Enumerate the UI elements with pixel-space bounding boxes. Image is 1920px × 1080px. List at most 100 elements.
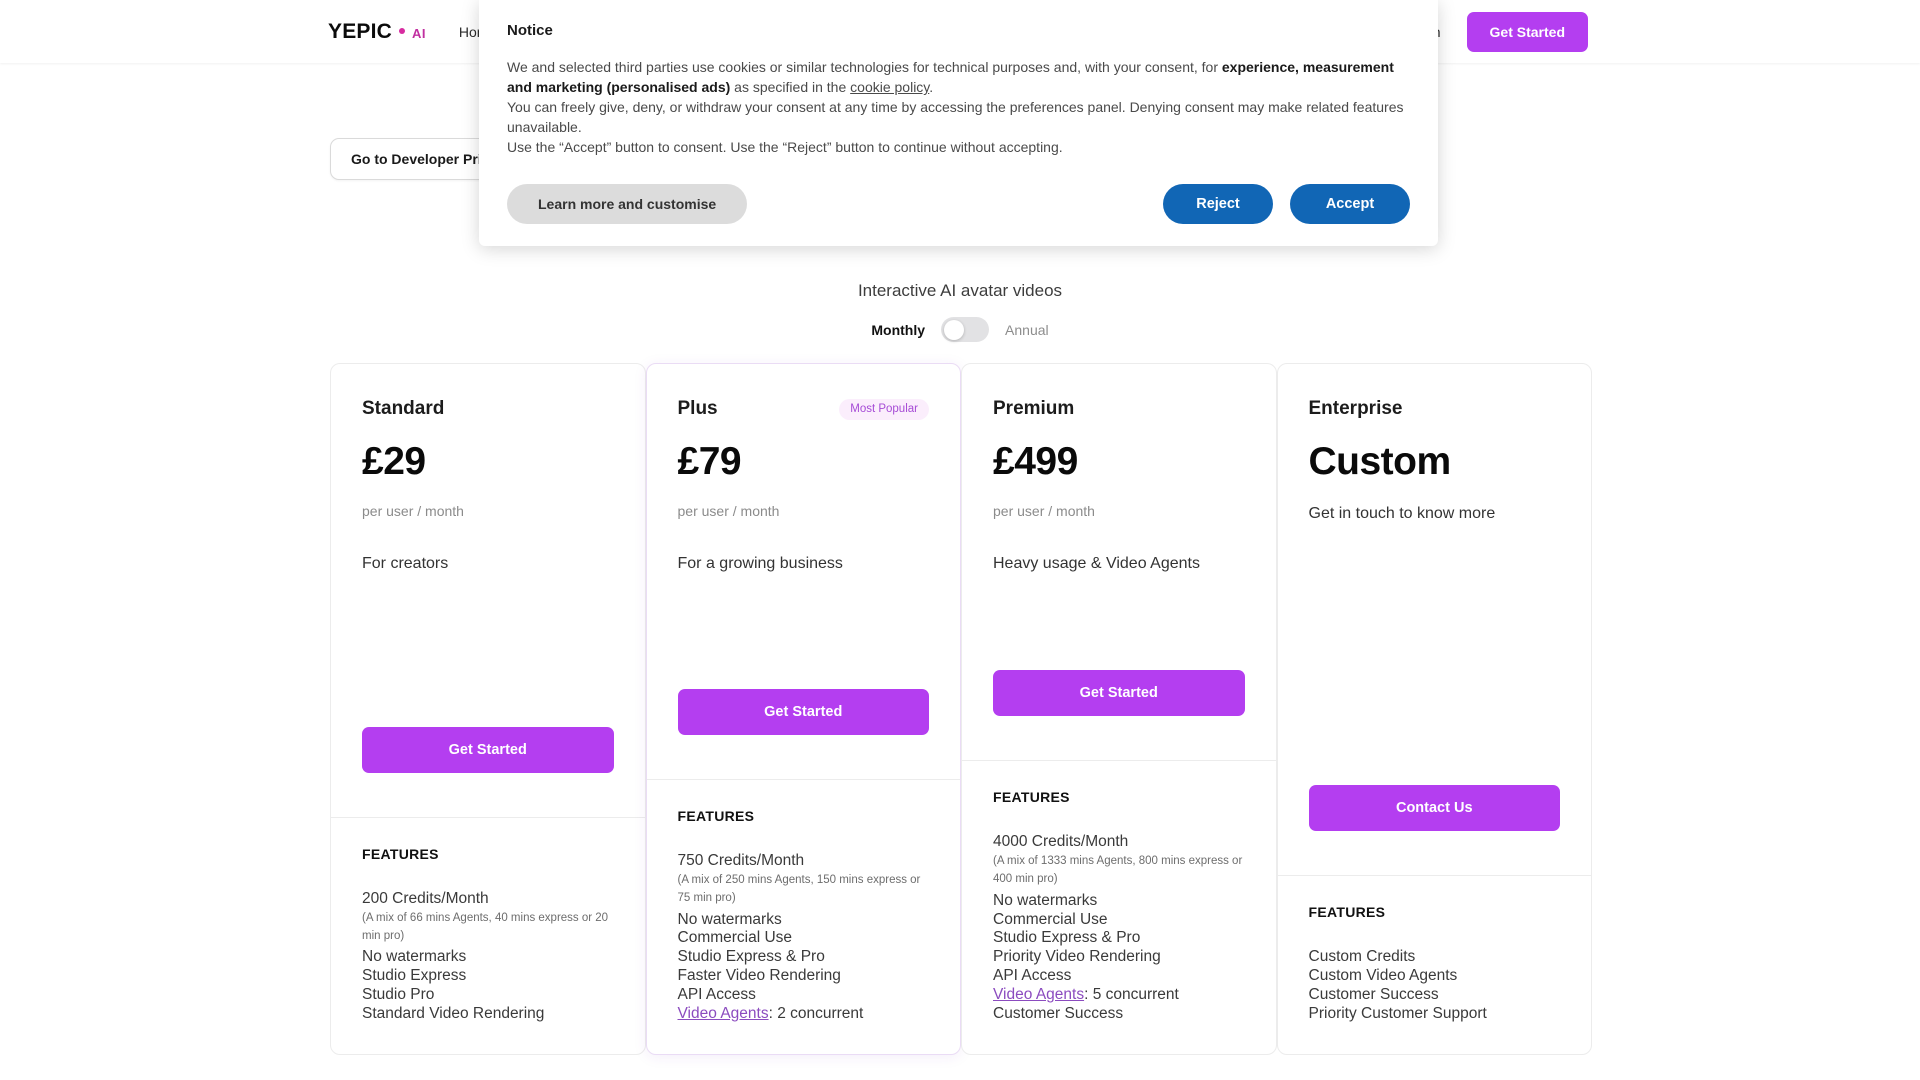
features-list: 200 Credits/Month (A mix of 66 mins Agen… bbox=[362, 890, 614, 1024]
plan-cta-button[interactable]: Contact Us bbox=[1308, 785, 1560, 832]
accept-button[interactable]: Accept bbox=[1290, 184, 1410, 225]
plan-features: FEATURES 200 Credits/Month (A mix of 66 … bbox=[331, 818, 645, 1054]
billing-toggle: Monthly Annual bbox=[0, 317, 1920, 342]
card-divider bbox=[962, 760, 1276, 762]
feature-item: Commercial Use bbox=[993, 910, 1108, 928]
cookie-notice-actions: Learn more and customise Reject Accept bbox=[507, 184, 1410, 225]
feature-item: No watermarks bbox=[993, 891, 1098, 909]
card-divider bbox=[646, 779, 960, 781]
feature-item: Custom Video Agents bbox=[1308, 967, 1458, 985]
header-get-started-button[interactable]: Get Started bbox=[1466, 11, 1588, 52]
feature-item: No watermarks bbox=[362, 948, 467, 966]
plan-name: Standard bbox=[362, 398, 445, 419]
cookie-notice-paragraph-2: You can freely give, deny, or withdraw y… bbox=[507, 99, 1404, 136]
cookie-notice-dialog: Notice We and selected third parties use… bbox=[479, 0, 1438, 247]
video-agents-link[interactable]: Video Agents bbox=[993, 986, 1085, 1004]
feature-item: Studio Express bbox=[362, 967, 467, 985]
plan-cta-button[interactable]: Get Started bbox=[993, 670, 1245, 717]
video-agents-link[interactable]: Video Agents bbox=[677, 1005, 769, 1023]
plan-price: £499 bbox=[993, 440, 1078, 483]
logo-wordmark: YEPIC bbox=[328, 19, 393, 43]
cookie-notice-title: Notice bbox=[507, 22, 553, 39]
logo-dot-icon bbox=[399, 27, 406, 34]
spacer bbox=[962, 716, 1276, 760]
features-heading: FEATURES bbox=[1308, 904, 1386, 921]
most-popular-badge: Most Popular bbox=[839, 398, 929, 420]
feature-item: Priority Customer Support bbox=[1308, 1005, 1487, 1023]
plan-description: Heavy usage & Video Agents bbox=[993, 555, 1200, 572]
learn-more-button[interactable]: Learn more and customise bbox=[507, 184, 748, 225]
pricing-card-enterprise: Enterprise Custom Get in touch to know m… bbox=[1276, 363, 1592, 1055]
feature-item: Priority Video Rendering bbox=[993, 948, 1161, 966]
card-divider bbox=[331, 816, 645, 818]
notice-text-c: . bbox=[929, 79, 934, 96]
feature-note: (A mix of 66 mins Agents, 40 mins expres… bbox=[362, 911, 609, 942]
spacer bbox=[1278, 831, 1592, 875]
reject-button[interactable]: Reject bbox=[1163, 184, 1273, 225]
feature-note: (A mix of 250 mins Agents, 150 mins expr… bbox=[677, 873, 921, 904]
features-list: 750 Credits/Month (A mix of 250 mins Age… bbox=[678, 852, 930, 1024]
pricing-cards: Standard £29 per user / month For creato… bbox=[330, 363, 1592, 1055]
plan-cta-button[interactable]: Get Started bbox=[677, 689, 929, 736]
billing-toggle-switch[interactable] bbox=[941, 317, 990, 342]
pricing-card-premium: Premium £499 per user / month Heavy usag… bbox=[961, 363, 1277, 1055]
plan-features: FEATURES 750 Credits/Month (A mix of 250… bbox=[647, 780, 961, 1054]
plan-price: £79 bbox=[677, 440, 742, 483]
notice-text-b: as specified in the bbox=[730, 79, 851, 96]
plan-period: per user / month bbox=[677, 503, 780, 519]
pricing-card-standard: Standard £29 per user / month For creato… bbox=[330, 363, 646, 1055]
plan-features: FEATURES 4000 Credits/Month (A mix of 13… bbox=[962, 761, 1276, 1054]
cookie-policy-link[interactable]: cookie policy bbox=[850, 79, 930, 96]
notice-text-bold: experience, measurement and marketing (p… bbox=[507, 59, 1394, 96]
feature-item-video-agents: Video Agents: 2 concurrent bbox=[678, 1005, 930, 1024]
feature-item: 4000 Credits/Month bbox=[993, 833, 1129, 851]
feature-item: Studio Express & Pro bbox=[677, 948, 825, 966]
plan-period: per user / month bbox=[362, 503, 464, 519]
feature-item: No watermarks bbox=[677, 910, 782, 928]
plan-cta-button[interactable]: Get Started bbox=[362, 726, 614, 773]
feature-item: Standard Video Rendering bbox=[362, 1005, 545, 1023]
feature-item-video-agents: Video Agents: 5 concurrent bbox=[993, 986, 1245, 1005]
plan-period: per user / month bbox=[993, 503, 1095, 519]
plan-description: For creators bbox=[362, 555, 449, 572]
features-list: Custom Credits Custom Video Agents Custo… bbox=[1309, 948, 1561, 1024]
features-heading: FEATURES bbox=[677, 808, 755, 825]
spacer bbox=[331, 773, 645, 817]
cookie-notice-paragraph-1: We and selected third parties use cookie… bbox=[507, 57, 1410, 97]
feature-item: 200 Credits/Month bbox=[362, 889, 489, 907]
feature-item: Faster Video Rendering bbox=[677, 967, 841, 985]
feature-note: (A mix of 1333 mins Agents, 800 mins exp… bbox=[993, 855, 1243, 885]
feature-item: Custom Credits bbox=[1308, 948, 1416, 966]
feature-item: Studio Express & Pro bbox=[993, 929, 1141, 947]
plan-features: FEATURES Custom Credits Custom Video Age… bbox=[1278, 876, 1592, 1054]
feature-item: Customer Success bbox=[1308, 986, 1439, 1004]
logo[interactable]: YEPIC AI bbox=[328, 20, 426, 44]
video-agents-value: : 5 concurrent bbox=[1084, 986, 1179, 1004]
video-agents-value: : 2 concurrent bbox=[768, 1005, 864, 1023]
plan-price: £29 bbox=[362, 440, 426, 483]
features-heading: FEATURES bbox=[993, 789, 1070, 806]
cookie-notice-body: We and selected third parties use cookie… bbox=[507, 57, 1410, 157]
plan-description: For a growing business bbox=[677, 555, 843, 572]
billing-toggle-annual-label[interactable]: Annual bbox=[1005, 321, 1049, 338]
plan-name: Premium bbox=[993, 398, 1075, 419]
cookie-notice-primary-actions: Reject Accept bbox=[1163, 184, 1410, 225]
feature-item: Studio Pro bbox=[362, 986, 435, 1004]
hero-subtitle: Interactive AI avatar videos bbox=[857, 281, 1063, 300]
logo-ai-suffix: AI bbox=[412, 25, 426, 41]
feature-item: Commercial Use bbox=[677, 929, 793, 947]
card-divider bbox=[1277, 875, 1591, 877]
pricing-card-plus: Plus Most Popular £79 per user / month F… bbox=[645, 363, 961, 1055]
cookie-notice-paragraph-3: Use the “Accept” button to consent. Use … bbox=[507, 139, 1063, 156]
features-list: 4000 Credits/Month (A mix of 1333 mins A… bbox=[993, 833, 1245, 1024]
feature-item: Customer Success bbox=[993, 1005, 1124, 1023]
feature-item: API Access bbox=[993, 967, 1072, 985]
spacer bbox=[647, 735, 961, 779]
features-heading: FEATURES bbox=[362, 845, 439, 862]
billing-toggle-monthly-label[interactable]: Monthly bbox=[871, 321, 926, 338]
feature-item: API Access bbox=[677, 986, 756, 1004]
notice-text-a: We and selected third parties use cookie… bbox=[507, 59, 1222, 75]
feature-item: 750 Credits/Month bbox=[677, 852, 805, 870]
plan-name: Plus bbox=[677, 398, 718, 419]
